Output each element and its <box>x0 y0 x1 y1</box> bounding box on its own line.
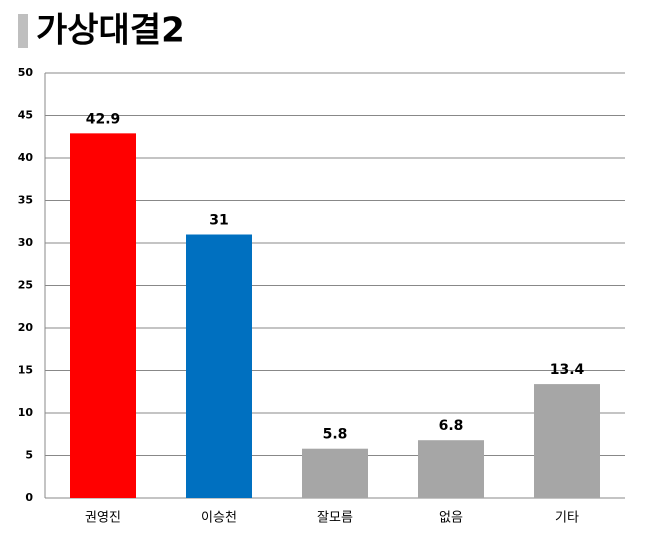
x-tick-label: 잘모름 <box>317 511 353 526</box>
y-tick-label: 40 <box>18 151 34 164</box>
chart-title: 가상대결2 <box>36 11 185 51</box>
y-tick-label: 20 <box>18 321 34 334</box>
y-tick-label: 35 <box>18 194 33 207</box>
title-marker <box>18 14 28 48</box>
x-tick-label: 없음 <box>439 511 463 526</box>
x-tick-label: 이승천 <box>201 511 237 526</box>
bar <box>186 234 252 498</box>
y-tick-label: 5 <box>25 449 33 462</box>
value-label: 42.9 <box>86 111 121 127</box>
y-tick-label: 45 <box>18 109 33 122</box>
y-tick-label: 50 <box>18 66 34 79</box>
y-tick-label: 0 <box>25 491 33 504</box>
bar <box>534 384 600 498</box>
bar <box>418 440 484 498</box>
y-tick-label: 15 <box>18 364 33 377</box>
value-label: 6.8 <box>439 418 464 434</box>
bar <box>302 448 368 498</box>
y-tick-label: 30 <box>18 236 34 249</box>
x-tick-label: 권영진 <box>85 511 121 526</box>
value-label: 5.8 <box>323 427 348 443</box>
value-label: 13.4 <box>550 362 585 378</box>
value-label: 31 <box>209 213 228 229</box>
y-tick-label: 10 <box>18 406 34 419</box>
x-tick-label: 기타 <box>555 511 579 526</box>
y-tick-label: 25 <box>18 279 33 292</box>
bar <box>70 133 136 498</box>
